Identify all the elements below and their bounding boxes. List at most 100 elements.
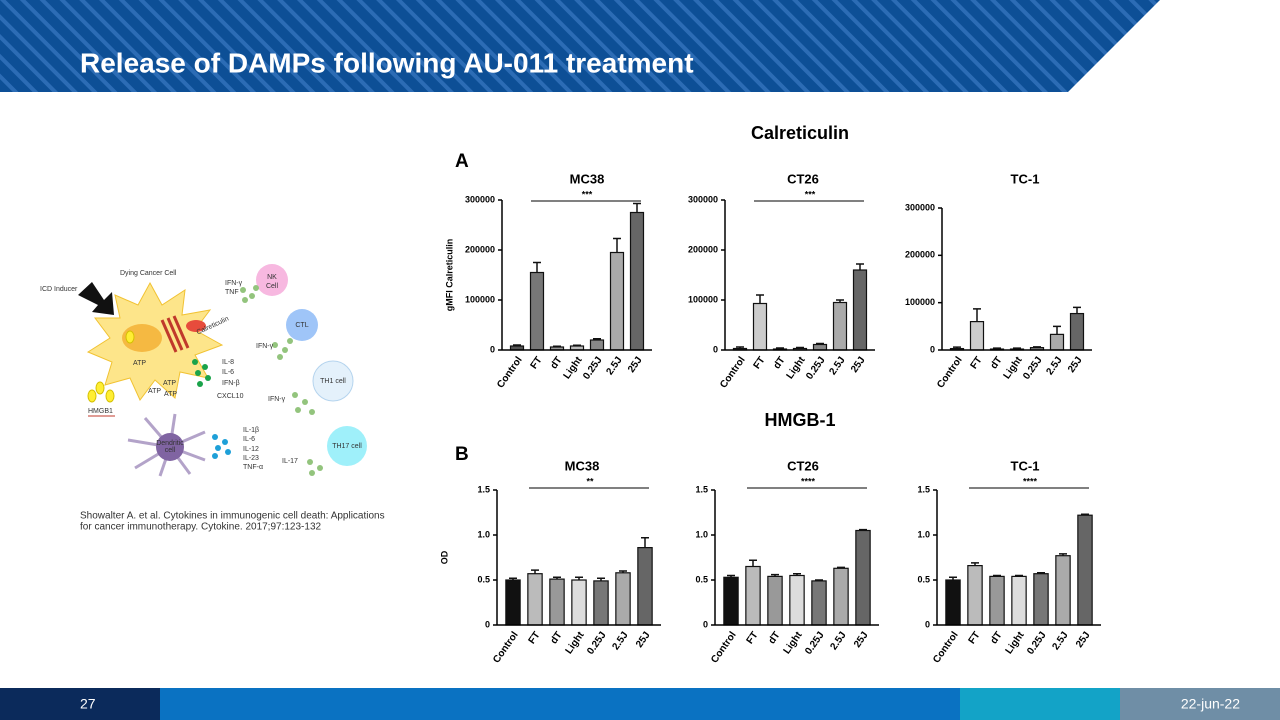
bar [1033,573,1049,626]
diagram-label: Dying Cancer Cell [120,270,177,277]
error-bar [533,261,541,273]
error-bar [513,344,521,346]
error-bar [971,562,979,566]
x-tick-label: dT [549,355,565,371]
error-bar [553,576,561,580]
error-bar [1081,513,1089,516]
x-tick-label: Light [785,354,808,381]
error-bar [776,347,784,349]
bar [1055,555,1071,626]
diagram-label: ATP [133,360,146,367]
error-bar [815,579,823,581]
error-bar [949,576,957,580]
x-tick-label: FT [745,630,761,646]
chart-title: TC-1 [1011,458,1040,473]
y-tick-label: 0 [703,619,708,629]
diagram-label: ATP [148,388,161,395]
error-bar [633,202,641,213]
chart-title: MC38 [570,171,605,186]
diagram-label: IL-12 [243,446,259,453]
diagram-label: IL-1β [243,427,259,434]
diagram-label: IL-23 [243,455,259,462]
x-tick-label: Control [718,355,748,391]
diagram-label: TNF [225,289,239,296]
slide-title: Release of DAMPs following AU-011 treatm… [80,47,694,78]
y-tick-label: 100000 [905,297,935,307]
diagram-label: cell [165,447,176,454]
diagram-label: CXCL10 [217,393,244,400]
nucleus [122,324,162,352]
y-tick-label: 0.5 [917,574,930,584]
bar [852,269,868,351]
diagram-label: IL-6 [243,436,255,443]
x-tick-label: dT [767,630,783,646]
x-tick-label: Control [935,355,965,391]
bar [505,579,521,626]
diagram-label: IFN-γ [268,396,286,403]
bar [752,302,768,351]
mitochondria [160,315,190,353]
icd-diagram: Dying Cancer Cell ICD Inducer Calreticul… [40,264,367,477]
bar [593,580,609,626]
x-tick-label: FT [527,630,543,646]
panel-letter: B [455,444,469,465]
bar [767,575,783,626]
y-tick-label: 200000 [688,244,718,254]
y-tick-label: 0 [930,344,935,354]
error-bar [1037,572,1045,574]
error-bar [597,577,605,581]
error-bar [856,263,864,270]
bar [1049,333,1065,351]
panel-letter: A [455,151,469,172]
error-bar [771,573,779,577]
dendritic-cell [156,433,184,461]
bar [812,343,828,351]
x-tick-label: FT [529,355,545,371]
hmgb1-dots [87,330,135,403]
diagram-label: HMGB1 [88,408,113,415]
diagram-label: ATP [164,391,177,398]
bar [549,578,565,626]
footer-left [0,688,160,720]
error-bar [736,346,744,349]
error-bar [1013,347,1021,350]
th1-cell [312,360,354,402]
x-tick-label: 25J [634,630,653,650]
error-bar [793,572,801,576]
x-tick-label: FT [752,355,768,371]
y-tick-label: 200000 [465,244,495,254]
diagram-label: IFN-γ [256,343,274,350]
y-tick-label: 300000 [465,194,495,204]
x-tick-label: 2.5J [827,355,847,377]
nk-cell [256,264,288,296]
error-bar [613,237,621,253]
y-tick-label: 1.5 [917,484,930,494]
bar [1077,514,1093,626]
il-dots [212,434,231,459]
bar [945,579,961,626]
bar [789,574,805,626]
chemokine-dots [192,359,211,387]
x-tick-label: dT [549,630,565,646]
error-bar [836,299,844,303]
error-bar [1033,346,1041,348]
footer-date: 22-jun-22 [1181,696,1240,712]
bar [527,573,543,626]
x-tick-label: 25J [1074,630,1093,650]
panel-title: HMGB-1 [765,410,836,430]
x-tick-label: 2.5J [604,355,624,377]
x-tick-label: FT [969,355,985,371]
diagram-label: Cell [266,283,279,290]
x-tick-label: 2.5J [610,630,630,652]
x-tick-label: Control [495,355,525,391]
error-bar [531,569,539,574]
bar [855,529,871,626]
y-tick-label: 0.5 [477,574,490,584]
x-tick-label: 0.25J [804,355,827,382]
diagram-label: IFN-γ [225,280,243,287]
x-tick-label: Light [562,354,585,381]
inducer-arrow [78,282,114,315]
x-tick-label: Light [1004,629,1027,656]
error-bar [973,308,981,322]
